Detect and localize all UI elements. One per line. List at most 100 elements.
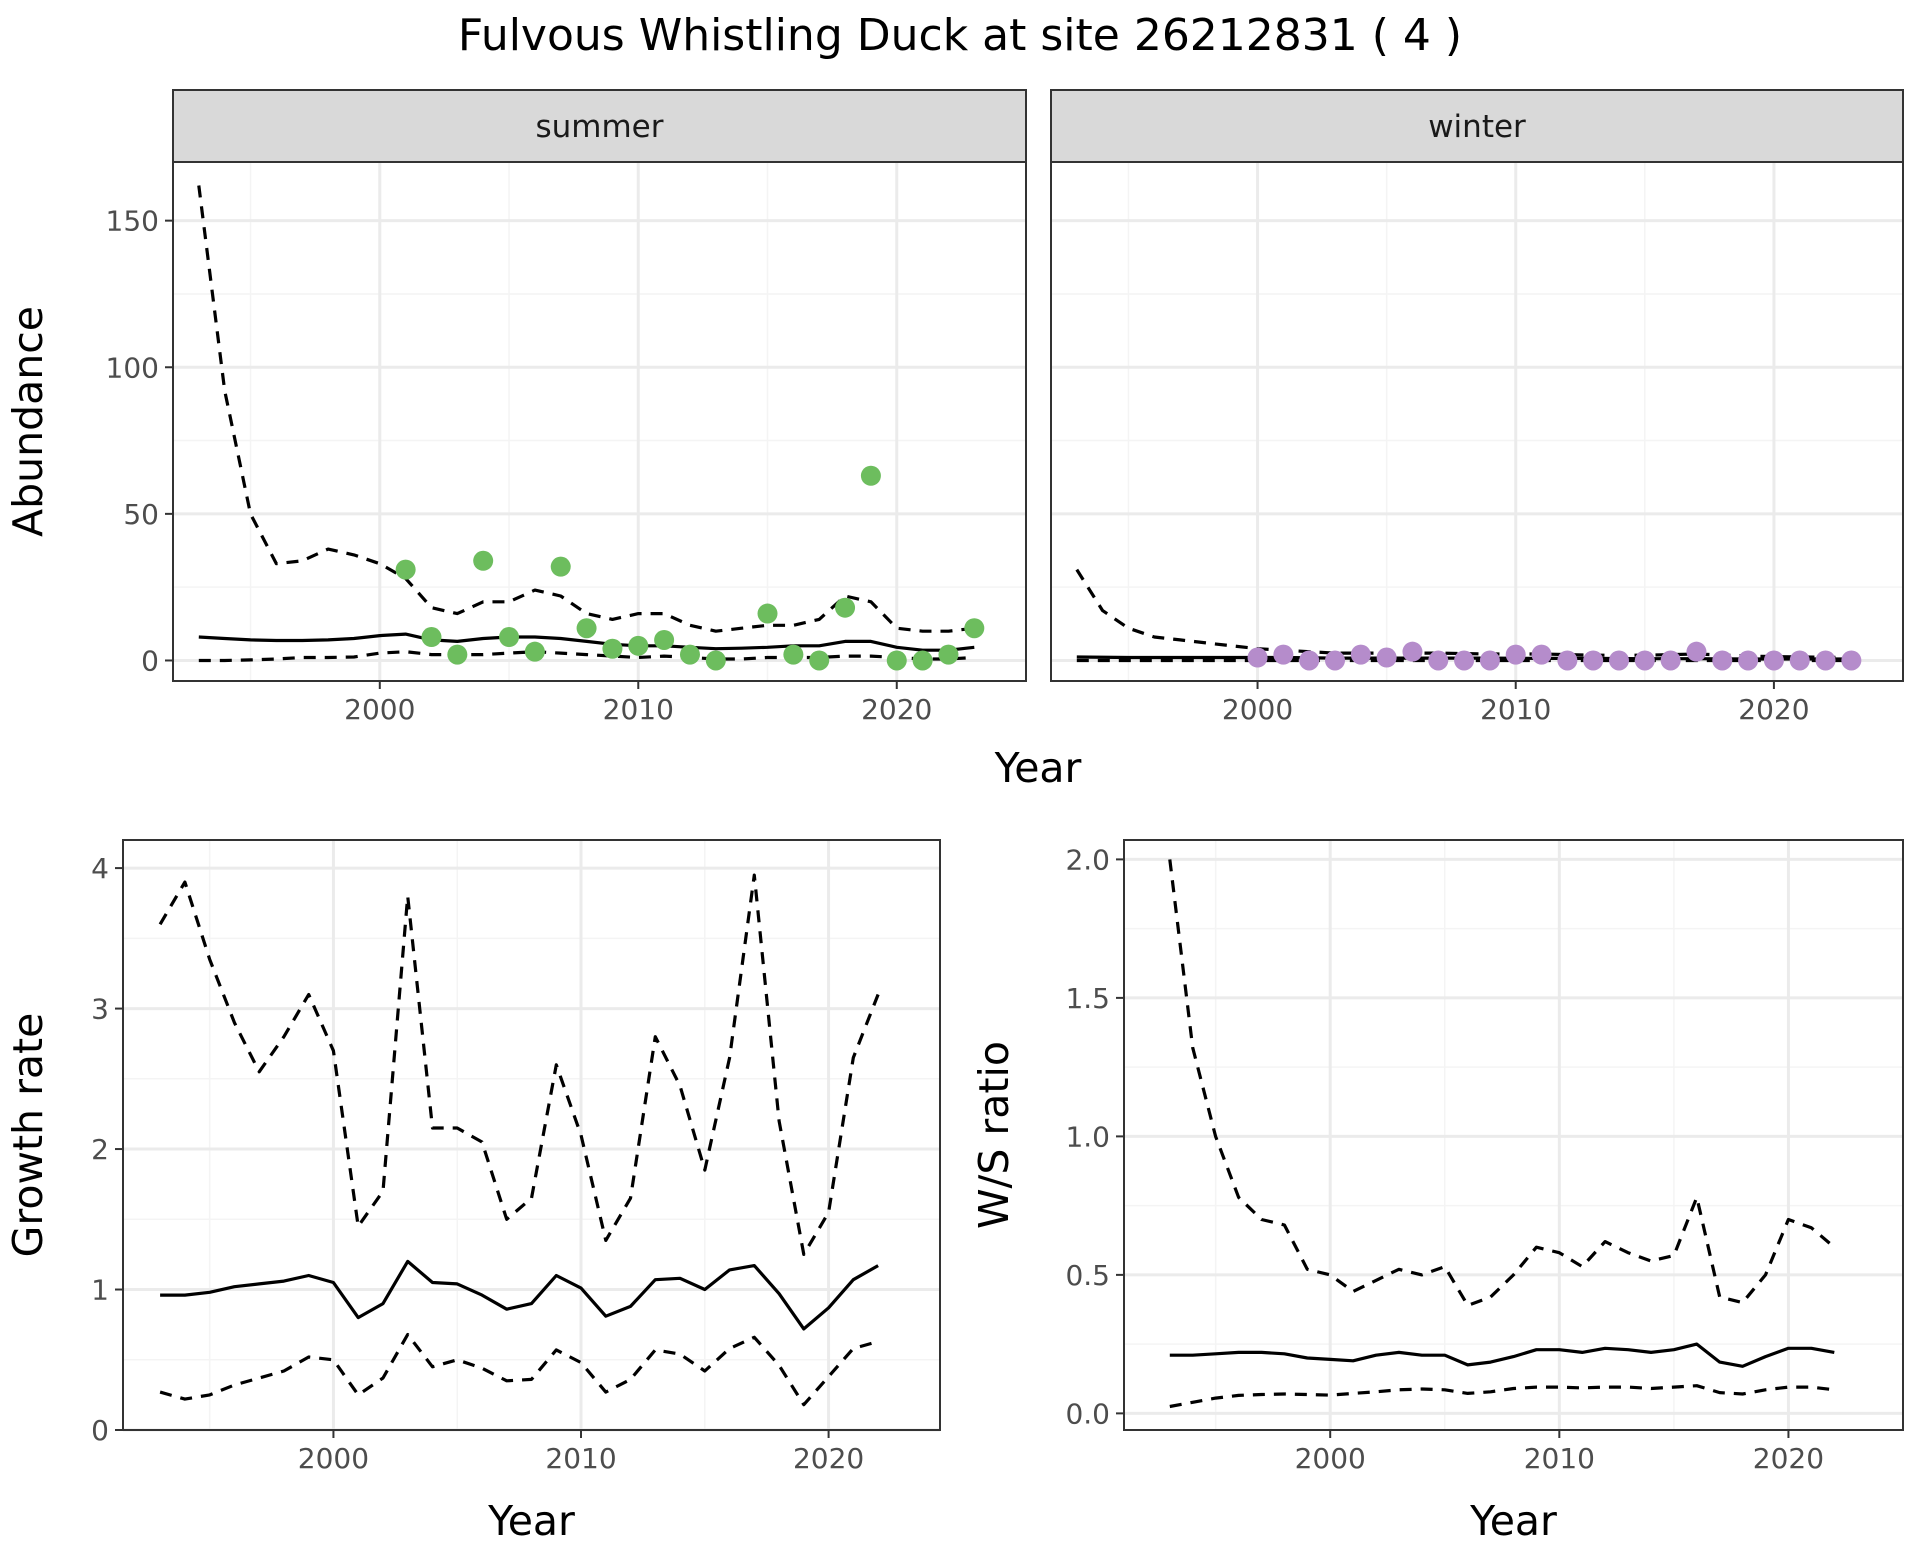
x-tick-label: 2000	[298, 1442, 369, 1475]
panel-summer-abundance: summer 2000 2010 2020 0 50 100 150 Abundance	[4, 89, 1027, 726]
x-tick-label: 2000	[1222, 693, 1293, 726]
y-tick-label: 0	[91, 1414, 109, 1447]
observed-point	[654, 629, 675, 650]
top-x-axis-title: Year	[994, 744, 1082, 792]
y-axis-title: W/S ratio	[970, 1041, 1018, 1229]
observed-point	[524, 641, 545, 662]
y-tick-label: 2	[91, 1133, 109, 1166]
x-axis-title: Year	[487, 1497, 575, 1545]
y-axis-title: Abundance	[4, 306, 52, 537]
observed-point	[421, 627, 442, 648]
series-lower-line	[198, 650, 975, 663]
observed-point	[628, 635, 649, 656]
y-tick-label: 0.5	[1065, 1259, 1110, 1292]
observed-point	[1815, 650, 1836, 671]
observed-point	[1763, 650, 1784, 671]
series-lower-line	[1169, 1384, 1835, 1409]
plot-background	[1051, 162, 1903, 681]
x-tick-label: 2020	[793, 1442, 864, 1475]
observed-point	[1712, 650, 1733, 671]
series-lower-line	[159, 1332, 879, 1407]
observed-point	[1325, 650, 1345, 671]
x-tick-label: 2010	[545, 1442, 616, 1475]
observed-point	[964, 618, 985, 639]
figure-title: Fulvous Whistling Duck at site 26212831 …	[458, 10, 1462, 61]
x-tick-label: 2020	[1738, 693, 1809, 726]
observed-point	[757, 603, 778, 624]
x-tick-label: 2020	[1753, 1442, 1824, 1475]
observed-point	[447, 644, 468, 665]
x-tick-label: 2000	[1295, 1442, 1366, 1475]
observed-point	[602, 638, 623, 659]
y-axis-title: Growth rate	[4, 1013, 52, 1258]
panel-ws-ratio: 2000 2010 2020 0.0 0.5 1.0 1.5 2.0 W/S ratio Year	[970, 839, 1904, 1545]
observed-point	[1299, 650, 1320, 671]
y-tick-label: 50	[123, 498, 159, 531]
y-tick-label: 3	[91, 993, 109, 1026]
observed-point	[1531, 644, 1552, 665]
x-tick-label: 2020	[861, 693, 932, 726]
observed-point	[1634, 650, 1655, 671]
observed-point	[1660, 650, 1681, 671]
observed-point	[912, 650, 933, 671]
facet-strip	[172, 89, 1027, 163]
observed-point	[1350, 644, 1371, 665]
panel-border	[1050, 161, 1904, 682]
observed-point	[395, 559, 416, 580]
observed-point	[1841, 650, 1862, 671]
observed-point	[1247, 647, 1268, 668]
observed-point	[1273, 644, 1294, 665]
observed-point	[809, 650, 830, 671]
series-median-line	[160, 1259, 879, 1331]
x-tick-label: 2010	[603, 693, 674, 726]
y-tick-label: 0	[141, 644, 159, 677]
series-upper-line	[1075, 568, 1852, 660]
observed-point	[783, 644, 804, 665]
y-tick-label: 0.0	[1065, 1397, 1110, 1430]
facet-strip	[1050, 89, 1904, 163]
observed-point	[576, 618, 597, 639]
x-tick-label: 2010	[1524, 1442, 1595, 1475]
observed-point	[1738, 650, 1759, 671]
observed-point	[938, 644, 959, 665]
observed-point	[1376, 647, 1397, 668]
plot-background	[173, 162, 1026, 681]
x-tick-label: 2010	[1480, 693, 1551, 726]
facet-strip-label: summer	[535, 109, 663, 145]
observed-point	[1454, 650, 1475, 671]
observed-point	[1428, 650, 1449, 671]
x-axis-title: Year	[1469, 1497, 1557, 1545]
y-tick-label: 1.5	[1065, 982, 1110, 1015]
observed-point	[705, 650, 726, 671]
y-tick-label: 100	[106, 351, 159, 384]
observed-point	[1686, 641, 1707, 662]
observed-point	[1789, 650, 1810, 671]
series-median-line	[1169, 1342, 1835, 1368]
y-tick-label: 1	[91, 1274, 109, 1307]
observed-point	[1505, 644, 1526, 665]
plot-background	[123, 840, 940, 1430]
panel-winter-abundance: winter 2000 2010 2020	[1050, 89, 1904, 726]
observed-point	[1583, 650, 1604, 671]
observed-point	[1479, 650, 1500, 671]
observed-point	[860, 465, 881, 486]
facet-strip-label: winter	[1428, 109, 1526, 145]
observed-point	[499, 627, 520, 648]
series-median-line	[198, 632, 975, 652]
y-tick-label: 150	[106, 205, 159, 238]
observed-point	[473, 550, 494, 571]
observed-point	[550, 556, 571, 577]
observed-point	[1557, 650, 1578, 671]
x-tick-label: 2000	[344, 693, 415, 726]
panel-growth-rate: 2000 2010 2020 0 1 2 3 4 Growth rate Year	[4, 839, 941, 1545]
observed-point	[1609, 650, 1629, 671]
observed-point	[679, 644, 700, 665]
y-tick-label: 2.0	[1065, 843, 1110, 876]
panel-border	[172, 161, 1027, 682]
observed-point	[835, 597, 856, 618]
series-upper-line	[158, 873, 880, 1256]
panel-border	[1123, 839, 1904, 1431]
y-tick-label: 1.0	[1065, 1120, 1110, 1153]
panel-border	[122, 839, 941, 1431]
